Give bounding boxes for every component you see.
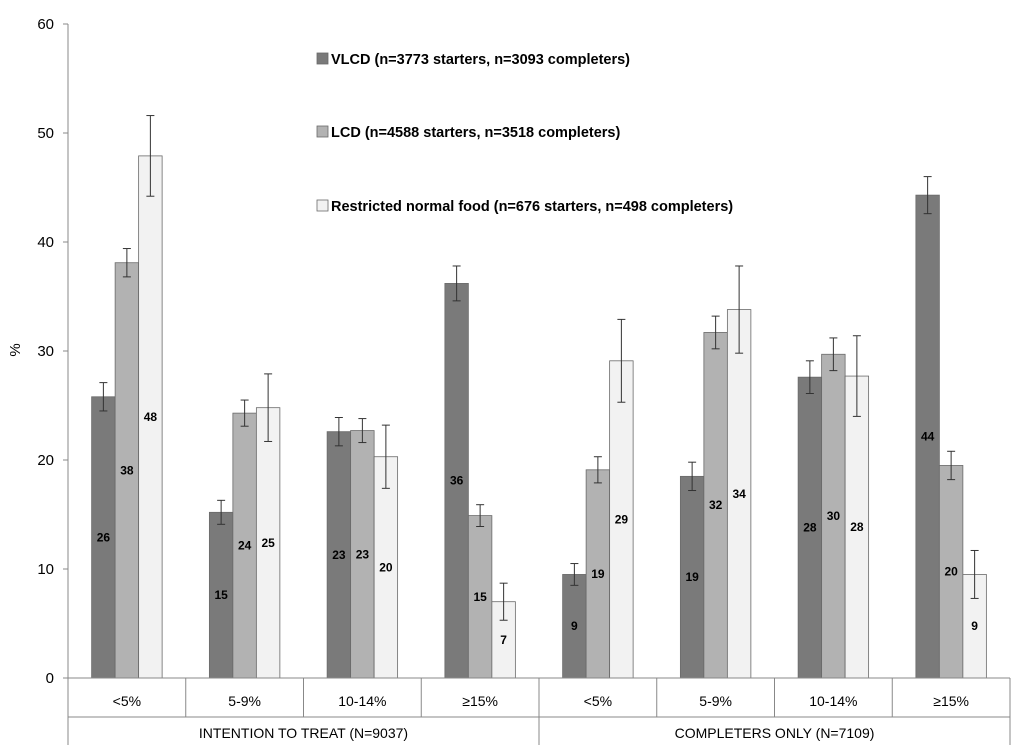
bar-value-label: 7 [500, 633, 507, 647]
y-tick-label: 50 [37, 125, 54, 142]
y-tick-label: 30 [37, 343, 54, 360]
y-tick-label: 40 [37, 234, 54, 251]
category-label: 5-9% [228, 693, 261, 709]
category-label: 10-14% [338, 693, 386, 709]
bar-value-label: 20 [379, 560, 393, 574]
y-tick-label: 0 [46, 670, 54, 687]
y-axis-label: % [7, 343, 24, 356]
bar-value-label: 29 [615, 512, 629, 526]
legend: VLCD (n=3773 starters, n=3093 completers… [316, 52, 733, 215]
bar-value-label: 23 [332, 548, 346, 562]
bar-value-label: 34 [732, 487, 746, 501]
legend-label: VLCD (n=3773 starters, n=3093 completers… [331, 52, 630, 68]
bar-value-label: 36 [450, 474, 464, 488]
legend-swatch [316, 125, 329, 138]
y-tick-label: 10 [37, 561, 54, 578]
legend-swatch [316, 199, 329, 212]
group-label: INTENTION TO TREAT (N=9037) [199, 725, 408, 741]
bar-value-label: 28 [803, 521, 817, 535]
y-tick-label: 20 [37, 452, 54, 469]
legend-label: LCD (n=4588 starters, n=3518 completers) [331, 125, 620, 141]
category-label: 10-14% [809, 693, 857, 709]
legend-label: Restricted normal food (n=676 starters, … [331, 199, 733, 215]
bar-value-label: 15 [473, 590, 487, 604]
bar-value-label: 28 [850, 520, 864, 534]
bar-value-label: 19 [685, 570, 699, 584]
group-label: COMPLETERS ONLY (N=7109) [675, 725, 875, 741]
bar-value-label: 44 [921, 430, 935, 444]
bar-value-label: 9 [571, 619, 578, 633]
category-label: ≥15% [462, 693, 498, 709]
bar-value-label: 26 [97, 530, 111, 544]
bar-value-label: 32 [709, 498, 723, 512]
category-label: <5% [113, 693, 141, 709]
category-label: <5% [584, 693, 612, 709]
x-axis: <5% 5-9% 10-14% ≥15% <5% 5-9% 10-14% ≥15% INTENT… [67, 677, 1011, 745]
bar-value-label: 38 [120, 463, 134, 477]
bar-value-label: 24 [238, 539, 252, 553]
y-axis: 0 10 20 30 40 50 60 [37, 16, 69, 687]
bar-value-label: 48 [144, 410, 158, 424]
bar-value-label: 19 [591, 567, 605, 581]
bar-value-label: 20 [944, 565, 958, 579]
category-label: 5-9% [699, 693, 732, 709]
bar-value-label: 9 [971, 619, 978, 633]
y-tick-label: 60 [37, 16, 54, 33]
bar-value-label: 23 [356, 547, 370, 561]
bars: 26 15 23 36 9 19 28 44 38 24 23 15 19 32 30 20 48 25 20 7 29… [91, 115, 987, 679]
legend-swatch [316, 52, 329, 65]
bar-value-label: 25 [261, 536, 275, 550]
bar-value-label: 30 [827, 509, 841, 523]
category-label: ≥15% [933, 693, 969, 709]
bar-value-label: 15 [214, 588, 228, 602]
